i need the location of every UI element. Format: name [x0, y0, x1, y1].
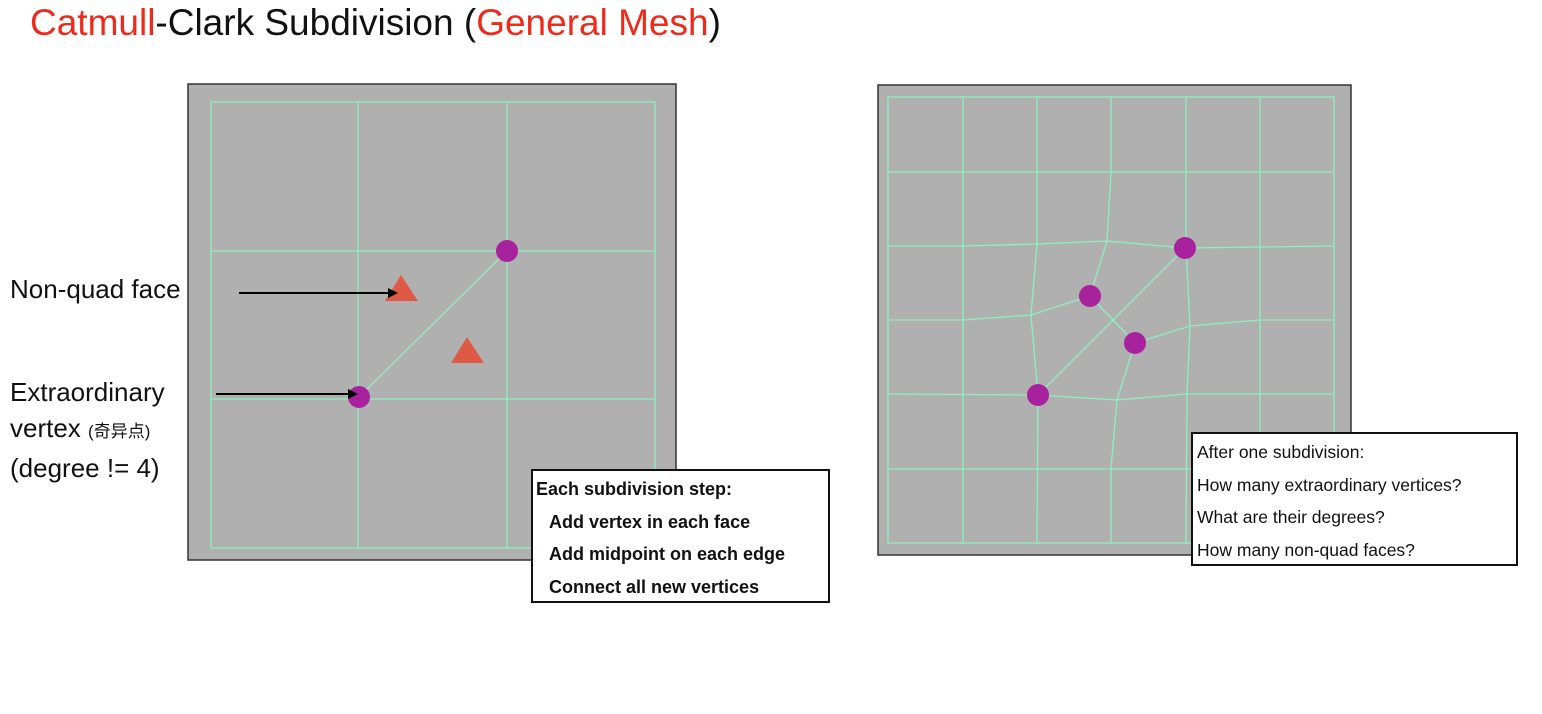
step-item: Add midpoint on each edge: [549, 544, 786, 564]
extraordinary-vertex-dot: [1027, 384, 1049, 406]
arrow-extraordinary-vertex: [216, 389, 358, 399]
step-item: Connect all new vertices: [549, 576, 760, 597]
questions-box: After one subdivision: How many extraord…: [1191, 432, 1518, 566]
mesh-edges: [210, 101, 656, 549]
questions-heading: After one subdivision:: [1197, 442, 1365, 462]
steps-heading: Each subdivision step:: [536, 479, 733, 499]
extraordinary-vertex-dot: [496, 240, 518, 262]
label-extraordinary-line2: vertex (奇异点): [10, 410, 165, 450]
extraordinary-vertex-dot: [1124, 332, 1146, 354]
extraordinary-vertex-dot: [348, 386, 370, 408]
title-catmull: Catmull: [30, 2, 156, 43]
label-vertex: vertex: [10, 413, 81, 443]
subdivision-steps-box: Each subdivision step: Add vertex in eac…: [531, 469, 830, 603]
step-item: Add vertex in each face: [549, 511, 751, 532]
non-quad-face-marker: [451, 337, 484, 363]
question-item: How many extraordinary vertices?: [1197, 474, 1462, 495]
label-extraordinary-line1: Extraordinary: [10, 377, 165, 407]
title-end: ): [708, 2, 721, 43]
label-extraordinary-vertex: Extraordinary vertex (奇异点) (degree != 4): [10, 374, 165, 486]
extraordinary-vertex-dot: [1079, 285, 1101, 307]
arrow-non-quad-face: [239, 288, 398, 298]
extraordinary-vertex-dot: [1174, 237, 1196, 259]
label-degree: (degree != 4): [10, 453, 160, 483]
question-item: What are their degrees?: [1197, 507, 1385, 527]
label-cjk: (奇异点): [88, 422, 151, 441]
subdivided-mesh-edges: [887, 96, 1335, 544]
question-item: How many non-quad faces?: [1197, 539, 1415, 560]
label-non-quad-face: Non-quad face: [10, 274, 181, 304]
title-middle: -Clark Subdivision (: [155, 2, 477, 43]
title-general-mesh: General Mesh: [476, 2, 709, 43]
slide-title: Catmull-Clark Subdivision (General Mesh): [30, 2, 721, 44]
